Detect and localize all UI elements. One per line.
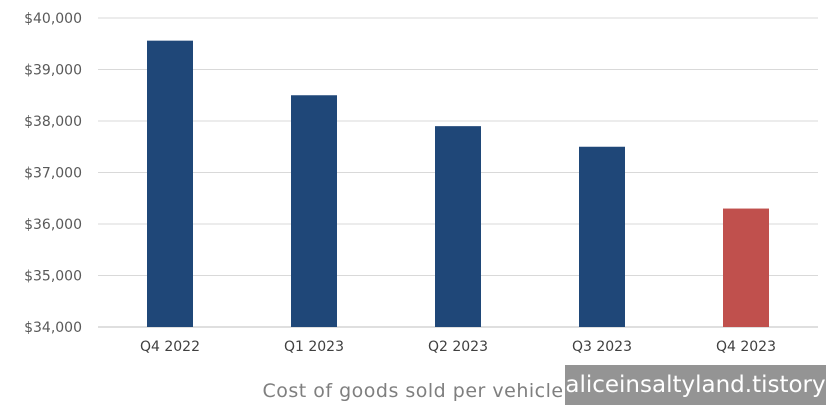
x-axis-ticks: Q4 2022 Q1 2023 Q2 2023 Q3 2023 Q4 2023 — [140, 339, 776, 355]
bars — [147, 40, 769, 328]
x-axis-label: Cost of goods sold per vehicle — [262, 380, 564, 402]
y-tick-label: $34,000 — [24, 320, 82, 336]
bar — [147, 40, 193, 327]
y-tick-label: $36,000 — [24, 217, 82, 233]
watermark: aliceinsaltyland.tistory — [565, 365, 826, 405]
x-tick-label: Q4 2023 — [716, 339, 776, 355]
x-tick-label: Q1 2023 — [284, 339, 344, 355]
x-tick-label: Q4 2022 — [140, 339, 200, 355]
bar — [291, 95, 337, 327]
y-tick-label: $35,000 — [24, 269, 82, 285]
y-tick-label: $39,000 — [24, 63, 82, 79]
x-tick-label: Q3 2023 — [572, 339, 632, 355]
bar — [579, 146, 625, 327]
y-tick-label: $40,000 — [24, 11, 82, 27]
y-axis-ticks: $34,000 $35,000 $36,000 $37,000 $38,000 $39,0… — [24, 11, 82, 336]
y-tick-label: $37,000 — [24, 166, 82, 182]
x-tick-label: Q2 2023 — [428, 339, 488, 355]
bar — [435, 126, 481, 328]
bar — [723, 208, 769, 327]
y-tick-label: $38,000 — [24, 114, 82, 130]
